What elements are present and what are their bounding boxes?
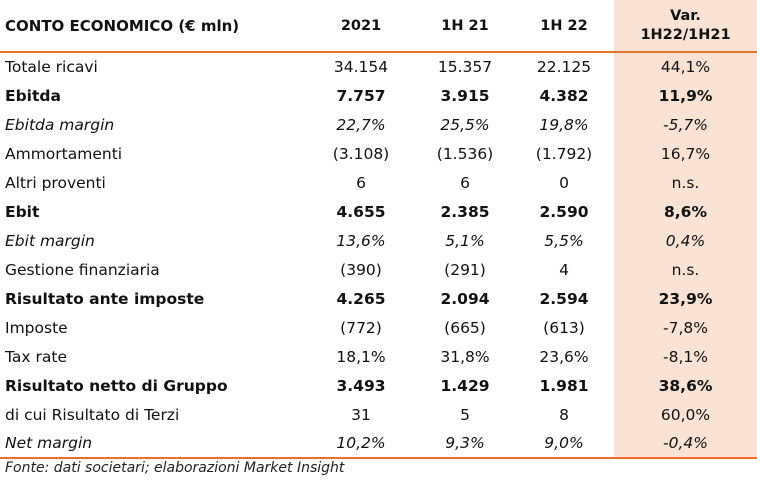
cell-1h22: 4.382 xyxy=(539,86,589,105)
table-row: Gestione finanziaria (390) (291) 4 n.s. xyxy=(0,255,757,284)
table-row: Altri proventi 6 6 0 n.s. xyxy=(0,168,757,197)
header-var-line2: 1H22/1H21 xyxy=(640,26,731,43)
cell-1h22: 22.125 xyxy=(536,58,592,76)
cell-1h22: 23,6% xyxy=(539,347,589,366)
cell-1h22: 8 xyxy=(559,405,569,424)
cell-1h21: (1.536) xyxy=(436,144,494,163)
cell-2021: 31 xyxy=(351,405,371,424)
header-1h21: 1H 21 xyxy=(416,0,514,53)
row-label: di cui Risultato di Terzi xyxy=(5,405,180,424)
table-row: Imposte (772) (665) (613) -7,8% xyxy=(0,313,757,342)
cell-var: -0,4% xyxy=(614,429,757,459)
table-row: Ebit 4.655 2.385 2.590 8,6% xyxy=(0,197,757,226)
row-label: Altri proventi xyxy=(5,173,106,192)
cell-var: -5,7% xyxy=(614,110,757,139)
cell-1h21: 1.429 xyxy=(440,376,490,395)
row-label: Risultato ante imposte xyxy=(5,289,205,308)
table-header-row: CONTO ECONOMICO (€ mln) 2021 1H 21 1H 22… xyxy=(0,0,757,53)
cell-1h22: (1.792) xyxy=(535,144,593,163)
cell-1h22: 19,8% xyxy=(539,115,589,134)
header-2021: 2021 xyxy=(306,0,416,53)
cell-var: 23,9% xyxy=(614,284,757,313)
table-row: Ammortamenti (3.108) (1.536) (1.792) 16,… xyxy=(0,139,757,168)
row-label: Ebitda xyxy=(5,86,61,105)
cell-2021: 6 xyxy=(356,173,366,192)
cell-1h22: 0 xyxy=(559,173,569,192)
cell-var: 0,4% xyxy=(614,226,757,255)
cell-2021: (3.108) xyxy=(332,144,390,163)
cell-2021: 18,1% xyxy=(336,347,386,366)
cell-var: -8,1% xyxy=(614,342,757,371)
cell-2021: 3.493 xyxy=(336,376,386,395)
cell-1h22: 5,5% xyxy=(544,231,584,250)
cell-2021: 22,7% xyxy=(336,115,386,134)
cell-1h22: 1.981 xyxy=(539,376,589,395)
cell-1h21: (665) xyxy=(444,318,486,337)
cell-var: 16,7% xyxy=(614,139,757,168)
table-row: Ebit margin 13,6% 5,1% 5,5% 0,4% xyxy=(0,226,757,255)
cell-2021: 34.154 xyxy=(333,58,389,76)
cell-2021: 10,2% xyxy=(306,429,416,459)
cell-1h21: (291) xyxy=(444,260,486,279)
cell-1h21: 2.385 xyxy=(440,202,490,221)
cell-1h22: 4 xyxy=(559,260,569,279)
row-label: Ammortamenti xyxy=(5,144,123,163)
row-label: Net margin xyxy=(0,429,306,459)
table-row: Ebitda margin 22,7% 25,5% 19,8% -5,7% xyxy=(0,110,757,139)
row-label: Imposte xyxy=(5,318,68,337)
cell-1h21: 2.094 xyxy=(440,289,490,308)
row-label: Ebit xyxy=(5,202,40,221)
cell-1h21: 25,5% xyxy=(440,115,490,134)
cell-var: 11,9% xyxy=(614,81,757,110)
cell-1h21: 31,8% xyxy=(440,347,490,366)
cell-var: 8,6% xyxy=(614,197,757,226)
cell-2021: 13,6% xyxy=(336,231,386,250)
header-1h22: 1H 22 xyxy=(514,0,614,53)
cell-1h21: 5 xyxy=(460,405,470,424)
header-var-line1: Var. xyxy=(670,7,701,24)
cell-1h21: 3.915 xyxy=(440,86,490,105)
cell-2021: (390) xyxy=(340,260,382,279)
row-label: Tax rate xyxy=(5,347,67,366)
header-var: Var. 1H22/1H21 xyxy=(614,0,757,53)
row-label: Ebit margin xyxy=(5,231,95,250)
cell-var: 60,0% xyxy=(614,400,757,429)
table-row: di cui Risultato di Terzi 31 5 8 60,0% xyxy=(0,400,757,429)
cell-var: 44,1% xyxy=(614,52,757,81)
cell-1h22: 9,0% xyxy=(514,429,614,459)
cell-1h22: (613) xyxy=(543,318,585,337)
cell-2021: 4.655 xyxy=(336,202,386,221)
row-label: Risultato netto di Gruppo xyxy=(5,376,228,395)
row-label: Totale ricavi xyxy=(5,58,98,76)
cell-1h21: 5,1% xyxy=(445,231,485,250)
cell-var: n.s. xyxy=(614,255,757,284)
table-row: Totale ricavi 34.154 15.357 22.125 44,1% xyxy=(0,52,757,81)
cell-2021: (772) xyxy=(340,318,382,337)
header-label: CONTO ECONOMICO (€ mln) xyxy=(0,0,306,53)
row-label: Gestione finanziaria xyxy=(5,260,160,279)
cell-2021: 4.265 xyxy=(336,289,386,308)
table-row: Risultato ante imposte 4.265 2.094 2.594… xyxy=(0,284,757,313)
table-row: Net margin 10,2% 9,3% 9,0% -0,4% xyxy=(0,429,757,459)
cell-1h22: 2.594 xyxy=(539,289,589,308)
cell-1h21: 9,3% xyxy=(416,429,514,459)
source-note: Fonte: dati societari; elaborazioni Mark… xyxy=(5,460,345,476)
cell-1h21: 6 xyxy=(460,173,470,192)
cell-1h21: 15.357 xyxy=(437,58,493,76)
table-row: Tax rate 18,1% 31,8% 23,6% -8,1% xyxy=(0,342,757,371)
cell-var: -7,8% xyxy=(614,313,757,342)
income-statement-table: CONTO ECONOMICO (€ mln) 2021 1H 21 1H 22… xyxy=(0,0,757,459)
cell-2021: 7.757 xyxy=(336,86,386,105)
cell-var: 38,6% xyxy=(614,371,757,400)
cell-1h22: 2.590 xyxy=(539,202,589,221)
row-label: Ebitda margin xyxy=(5,115,115,134)
cell-var: n.s. xyxy=(614,168,757,197)
table-row: Ebitda 7.757 3.915 4.382 11,9% xyxy=(0,81,757,110)
table-row: Risultato netto di Gruppo 3.493 1.429 1.… xyxy=(0,371,757,400)
